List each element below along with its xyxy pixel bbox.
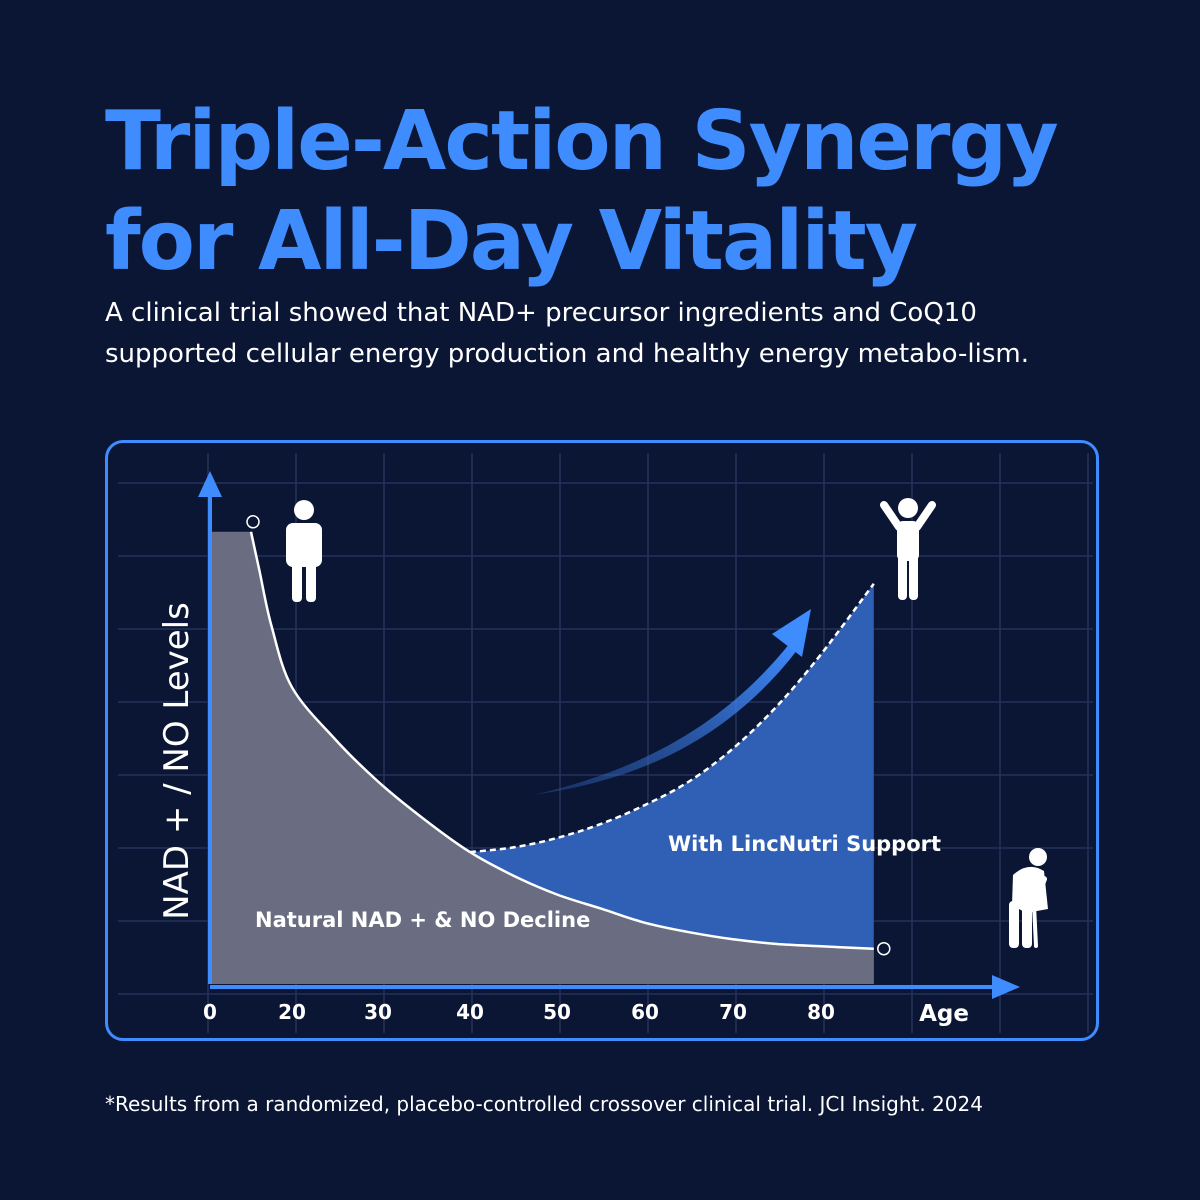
end-point-marker bbox=[877, 941, 891, 956]
x-tick-label: 60 bbox=[631, 1000, 659, 1024]
x-axis-ticks: 0 20 30 40 50 60 70 80 bbox=[203, 1000, 835, 1024]
decline-series-label: Natural NAD + & NO Decline bbox=[255, 908, 590, 932]
x-tick-label: 0 bbox=[203, 1000, 217, 1024]
support-series-label: With LincNutri Support bbox=[668, 832, 941, 856]
elderly-person-cane-icon bbox=[1009, 848, 1048, 948]
x-tick-label: 80 bbox=[807, 1000, 835, 1024]
x-tick-label: 20 bbox=[278, 1000, 306, 1024]
footnote: *Results from a randomized, placebo-cont… bbox=[105, 1092, 983, 1116]
cheering-person-icon bbox=[880, 498, 936, 600]
x-axis-arrowhead bbox=[992, 975, 1020, 999]
x-tick-label: 30 bbox=[364, 1000, 392, 1024]
trend-up-arrow-icon bbox=[533, 609, 811, 795]
x-tick-label: 70 bbox=[719, 1000, 747, 1024]
start-point-marker bbox=[246, 515, 260, 529]
x-tick-label: 50 bbox=[543, 1000, 571, 1024]
y-axis bbox=[198, 471, 222, 984]
x-axis bbox=[210, 975, 1020, 999]
decline-area bbox=[210, 531, 874, 984]
standing-person-icon bbox=[286, 500, 322, 602]
support-area bbox=[470, 583, 874, 984]
chart-svg: NAD + / NO Levels 0 20 30 40 50 60 70 80 Age Na… bbox=[118, 453, 1093, 1033]
x-axis-label: Age bbox=[919, 1001, 969, 1027]
decline-curve bbox=[249, 531, 874, 950]
page-title: Triple-Action Synergy for All-Day Vitali… bbox=[105, 94, 1059, 289]
y-axis-arrowhead bbox=[198, 471, 222, 497]
chart-panel: NAD + / NO Levels 0 20 30 40 50 60 70 80 Age Na… bbox=[105, 440, 1099, 1041]
y-axis-label: NAD + / NO Levels bbox=[157, 602, 197, 920]
page-subtitle: A clinical trial showed that NAD+ precur… bbox=[105, 298, 1029, 369]
x-tick-label: 40 bbox=[456, 1000, 484, 1024]
